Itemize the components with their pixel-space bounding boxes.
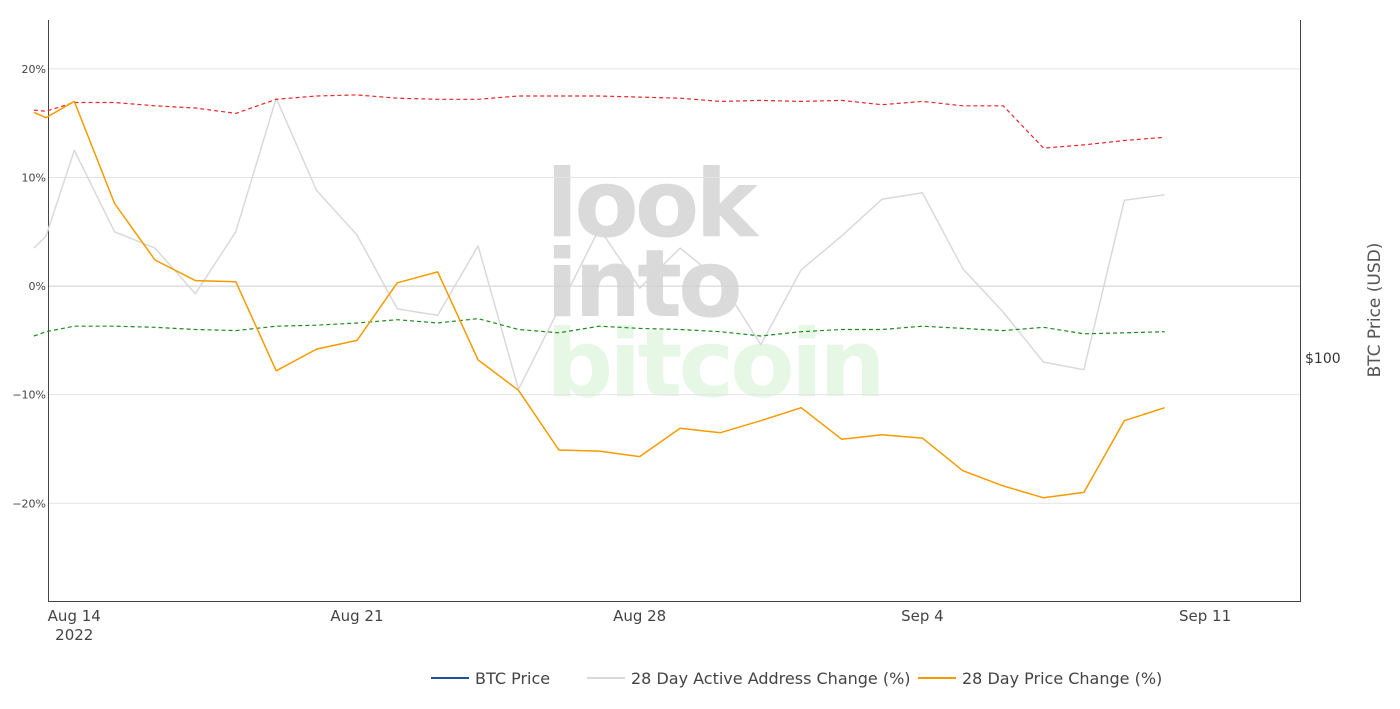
y-tick-label: 20% [22, 63, 46, 76]
x-tick-label: Sep 11 [1179, 607, 1231, 625]
gridlines [48, 68, 1300, 504]
series-line [33, 97, 1165, 390]
y2-tick-label: $100 [1305, 351, 1341, 367]
series-line [33, 318, 1165, 337]
y-tick-label: 0% [29, 280, 46, 293]
x-tick-sublabel: 2022 [55, 626, 93, 644]
y-tick-label: −10% [12, 389, 46, 402]
legend-label[interactable]: 28 Day Price Change (%) [962, 669, 1162, 688]
y-tick-label: 10% [22, 171, 46, 184]
watermark-bitcoin: bitcoin [546, 310, 882, 419]
series-lines [33, 94, 1165, 499]
series-line [33, 94, 1165, 149]
x-tick-label: Aug 21 [330, 607, 383, 625]
watermark-look: look [546, 150, 760, 259]
y2-axis-title: BTC Price (USD) [1365, 243, 1385, 378]
series-line [33, 100, 1165, 499]
x-tick-label: Aug 28 [613, 607, 666, 625]
y-axis-ticks: 20% 10% 0% −10% −20% [12, 63, 46, 510]
y-tick-label: −20% [12, 497, 46, 510]
legend-label[interactable]: 28 Day Active Address Change (%) [631, 669, 911, 688]
x-tick-label: Aug 14 [48, 607, 101, 625]
watermark-into: into [546, 230, 739, 339]
watermark: look into bitcoin [546, 150, 886, 419]
x-tick-label: Sep 4 [901, 607, 944, 625]
legend: BTC Price 28 Day Active Address Change (%… [431, 669, 1162, 688]
legend-label[interactable]: BTC Price [475, 669, 550, 688]
